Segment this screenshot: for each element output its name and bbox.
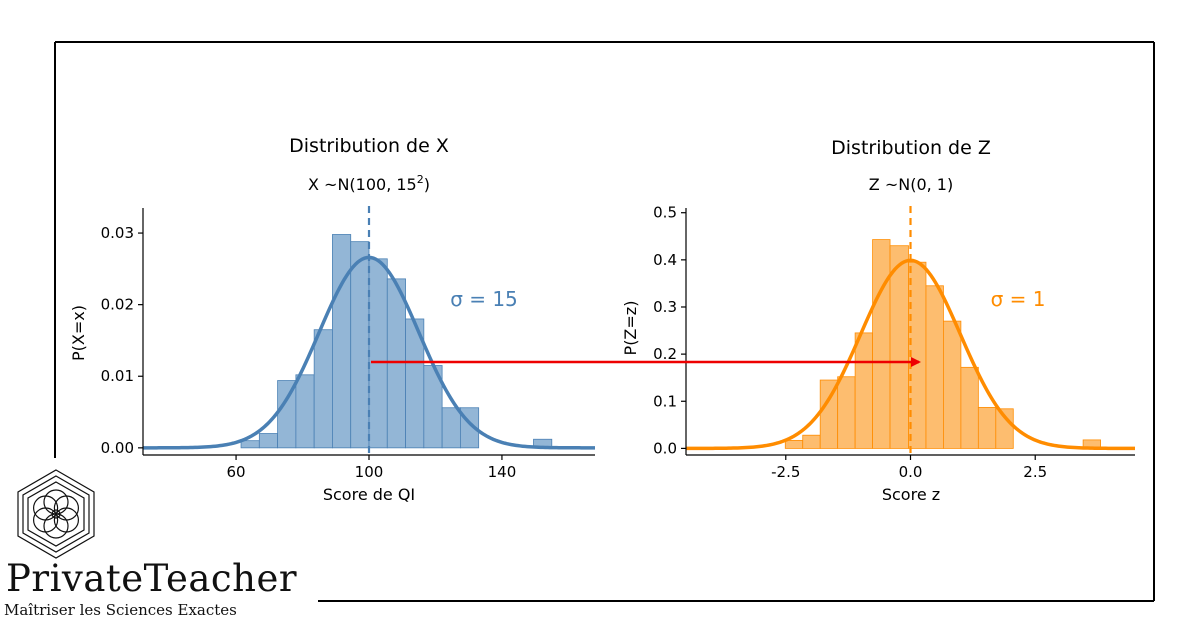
chart-z-bar <box>977 406 997 449</box>
chart-z-y-label: P(Z=z) <box>621 301 640 356</box>
chart-x-x-tick-label: 140 <box>488 463 517 481</box>
chart-z-bar <box>995 408 1014 449</box>
chart-x-sigma-annotation: σ = 15 <box>450 287 518 311</box>
chart-z-sigma-annotation: σ = 1 <box>991 287 1046 311</box>
chart-z-subtitle: Z ~N(0, 1) <box>869 175 953 194</box>
brand-tagline: Maîtriser les Sciences Exactes <box>4 601 237 619</box>
chart-x-subtitle-suffix: ) <box>424 175 430 194</box>
chart-z-bar <box>889 245 909 449</box>
chart-x-bar <box>368 258 388 449</box>
chart-x-y-tick-label: 0.00 <box>101 439 134 457</box>
chart-z-bars <box>784 239 1101 449</box>
chart-z-bar <box>872 239 891 449</box>
chart-z-bar <box>925 285 944 449</box>
chart-z-x-ticks: -2.5 0.0 2.5 <box>771 455 1047 481</box>
chart-z-y-ticks: 0.0 0.1 0.2 0.3 0.4 0.5 <box>653 204 686 457</box>
chart-x-x-ticks: 60 100 140 <box>227 455 517 481</box>
chart-z-x-tick-label: -2.5 <box>771 463 800 481</box>
chart-x-x-tick-label: 100 <box>355 463 384 481</box>
chart-x-bar <box>313 329 333 449</box>
chart-z-bar <box>837 376 856 449</box>
chart-x-bar <box>441 407 461 449</box>
chart-x-bar <box>332 234 352 449</box>
chart-x-x-label: Score de QI <box>323 485 415 504</box>
chart-z-bar <box>784 439 804 449</box>
chart-x-bar <box>386 278 406 449</box>
chart-z-y-tick-label: 0.1 <box>653 392 677 410</box>
chart-z-x-tick-label: 0.0 <box>899 463 923 481</box>
chart-x-subtitle: X ~N(100, 152) <box>308 173 430 194</box>
chart-z-bar <box>854 332 873 449</box>
chart-z-x-tick-label: 2.5 <box>1023 463 1047 481</box>
chart-x-bars <box>240 234 553 449</box>
chart-z-y-tick-label: 0.4 <box>653 251 677 269</box>
chart-x-title: Distribution de X <box>289 135 449 157</box>
chart-x-y-tick-label: 0.02 <box>101 296 134 314</box>
chart-x-bar <box>240 440 260 449</box>
chart-z-distribution: Distribution de Z Z ~N(0, 1) -2.5 0.0 2.5 … <box>621 137 1135 504</box>
chart-x-y-ticks: 0.00 0.01 0.02 0.03 <box>101 224 143 457</box>
chart-z-bar <box>960 366 979 449</box>
chart-x-y-tick-label: 0.01 <box>101 367 134 385</box>
frame <box>54 41 1155 602</box>
chart-x-y-label: P(X=x) <box>69 305 88 361</box>
chart-z-y-tick-label: 0.0 <box>653 439 677 457</box>
chart-z-y-tick-label: 0.2 <box>653 345 677 363</box>
chart-x-y-tick-label: 0.03 <box>101 224 134 242</box>
chart-z-y-tick-label: 0.5 <box>653 204 677 222</box>
chart-z-subtitle-prefix: Z ~N(0, 1) <box>869 175 953 194</box>
chart-z-bar <box>802 434 821 449</box>
chart-z-bar <box>943 320 962 449</box>
chart-z-y-tick-label: 0.3 <box>653 298 677 316</box>
chart-x-subtitle-prefix: X ~N(100, 15 <box>308 175 417 194</box>
chart-x-subtitle-exponent: 2 <box>417 173 424 186</box>
chart-x-x-tick-label: 60 <box>227 463 246 481</box>
hexagonal-flower-logo-icon <box>17 469 95 559</box>
chart-z-title: Distribution de Z <box>831 137 991 159</box>
brand-name: PrivateTeacher <box>6 557 298 600</box>
chart-x-bar <box>350 241 370 449</box>
chart-x-bar <box>295 374 315 449</box>
chart-x-bar <box>258 433 279 449</box>
chart-z-x-label: Score z <box>882 485 940 504</box>
chart-x-distribution: Distribution de X X ~N(100, 152) 60 100 14… <box>69 135 595 504</box>
